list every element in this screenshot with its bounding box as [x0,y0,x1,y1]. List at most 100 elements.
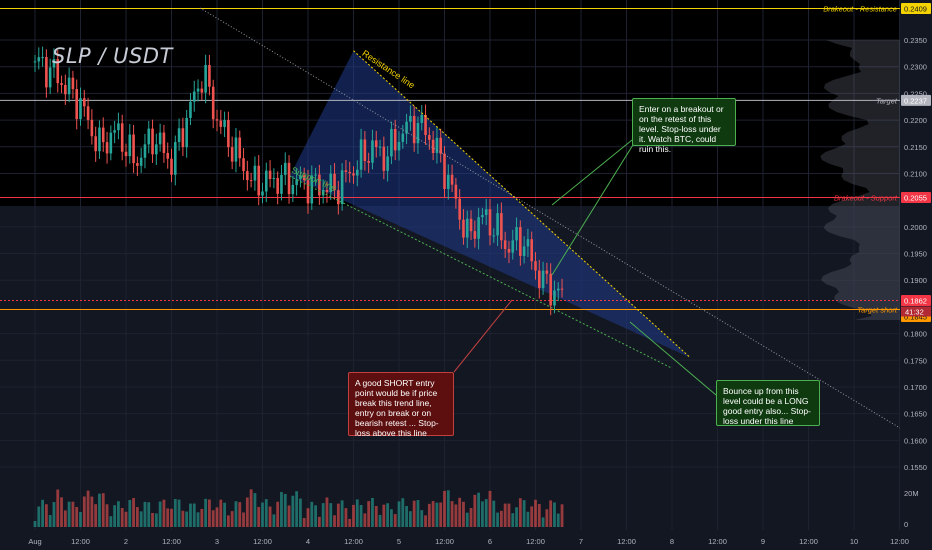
volume-bar [135,507,139,527]
candle-body [352,173,355,176]
candle-body [143,144,147,158]
volume-bar [530,506,534,527]
volume-bar [162,499,166,527]
volume-bar [75,506,79,527]
candle-body [545,270,549,274]
time-tick-label: 9 [761,537,765,546]
volume-bar [94,504,98,527]
volume-bar [484,499,488,527]
volume-bar [462,501,465,527]
candle-body [443,153,446,189]
volume-bar [473,494,477,527]
volume-bar [329,503,333,527]
short-entry-note[interactable]: A good SHORT entry point would be if pri… [348,372,454,438]
volume-bar [443,490,446,527]
candle-body [41,57,44,59]
candle-body [302,175,306,181]
candle-body [166,152,170,159]
candle-body [33,61,37,63]
candle-body [310,175,314,204]
candle-body [264,170,268,192]
candle-body [158,132,162,145]
candle-body [268,170,272,179]
time-tick-label: 12:00 [162,537,181,546]
volume-bar [374,505,378,527]
volume-bar [128,499,132,527]
breakout-entry-note[interactable]: Enter on a breakout or on the retest of … [632,98,736,154]
volume-bar [219,499,223,527]
time-tick-label: 5 [397,537,401,546]
volume-profile-shape [820,40,900,320]
volume-bar [181,510,185,527]
candle-body [253,165,257,181]
candle-body [52,59,56,68]
volume-bar [223,502,226,527]
candle-body [117,123,120,131]
volume-bar [264,499,268,527]
time-axis[interactable]: Aug 12:00 2 12:00 3 12:00 4 12:00 5 12:00 6 12:00 7 1… [0,532,932,550]
price-tick-label: 0.1550 [904,463,927,472]
time-axis-bg [0,532,932,550]
candle-body [120,123,124,152]
candle-body [439,137,443,154]
volume-bar [299,498,302,527]
candle-body [462,219,465,238]
candle-body [299,175,302,180]
candle-body [223,119,226,127]
price-tag-label: 0.2237 [904,96,927,105]
candle-body [287,162,291,195]
volume-bar [526,511,530,527]
countdown-label: 41:32 [905,307,924,316]
candle-body [173,142,177,175]
volume-bar [382,504,386,527]
candle-body [367,161,370,163]
price-tick-label: 0.1900 [904,276,927,285]
volume-bar [249,489,253,527]
candle-body [215,119,219,121]
volume-bar [44,504,48,527]
volume-bar [420,510,424,527]
candle-body [556,288,560,291]
volume-tick-label: 0 [904,520,908,529]
price-axis[interactable]: 0.2350 0.2300 0.2250 0.2200 0.2150 0.2100 0.20… [900,0,932,550]
candle-body [132,134,135,164]
candle-body [86,106,90,120]
volume-bar [226,515,230,527]
volume-bar [113,505,117,527]
candle-body [435,137,439,154]
candle-body [390,128,393,157]
volume-bar [48,514,52,527]
candle-body [56,59,60,84]
volume-bar [306,508,310,527]
volume-bar [393,514,397,527]
volume-bar [416,500,420,527]
volume-bar [158,501,162,527]
volume-bar [101,493,105,527]
support-line[interactable] [289,175,673,369]
candlesticks [33,46,564,316]
long-dotted-trendline[interactable] [199,7,901,429]
candle-body [382,146,386,171]
candle-body [537,270,541,289]
volume-bar [450,501,454,527]
volume-bar [192,503,196,527]
volume-bar [537,504,541,527]
volume-bar [173,499,177,527]
long-entry-note[interactable]: Bounce up from this level could be a LON… [716,380,820,426]
candle-body [325,189,329,193]
volume-bar [151,512,154,527]
volume-bar [401,498,405,527]
volume-bar [454,504,458,527]
candle-body [211,86,215,120]
candle-body [306,180,310,204]
candle-body [151,128,154,155]
volume-bar [154,513,158,527]
candle-body [196,88,200,92]
candle-body [500,213,503,241]
candle-body [204,65,207,93]
candle-body [276,178,279,194]
volume-bar [33,521,37,527]
volume-bar [336,503,340,527]
candle-body [416,122,420,144]
